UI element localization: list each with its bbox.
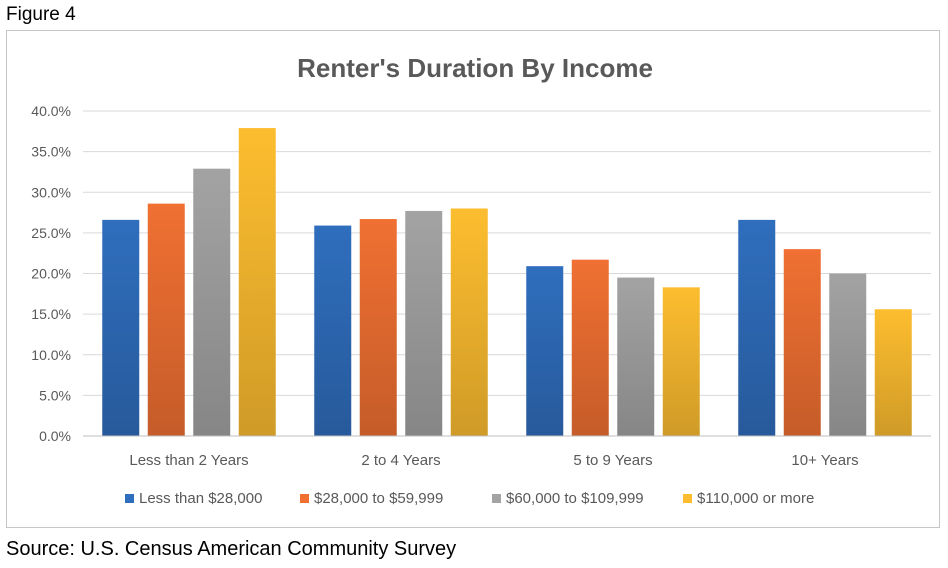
x-tick-label: 5 to 9 Years [573,452,652,469]
bars [102,128,912,436]
bar [571,259,609,436]
y-tick-label: 0.0% [39,428,71,444]
legend-label: Less than $28,000 [139,490,262,507]
x-tick-label: 10+ Years [791,452,858,469]
legend-swatch [492,494,501,503]
bar [314,225,352,436]
figure-label: Figure 4 [6,4,76,25]
y-tick-label: 25.0% [31,225,71,241]
bar [662,287,700,436]
y-tick-label: 15.0% [31,306,71,322]
y-tick-label: 30.0% [31,184,71,200]
bar [617,277,655,436]
legend-swatch [300,494,309,503]
x-axis: Less than 2 Years 2 to 4 Years 5 to 9 Year… [83,435,931,469]
bar [147,203,185,436]
bar [102,219,140,436]
y-tick-label: 20.0% [31,266,71,282]
bar [450,208,488,436]
y-tick-label: 35.0% [31,144,71,160]
source-note: Source: U.S. Census American Community S… [6,538,457,560]
legend-label: $110,000 or more [697,490,814,507]
y-tick-label: 5.0% [39,387,71,403]
legend-label: $60,000 to $109,999 [506,490,644,507]
legend: Less than $28,000 $28,000 to $59,999 $60,0… [125,490,814,507]
bar-chart: Renter's Duration By Income 0.0% 5.0% 10.0… [31,53,931,507]
y-tick-label: 10.0% [31,347,71,363]
bar [405,210,443,436]
legend-label: $28,000 to $59,999 [314,490,443,507]
bar [738,219,776,436]
chart-title: Renter's Duration By Income [297,53,653,83]
legend-swatch [125,494,134,503]
chart-frame: Renter's Duration By Income 0.0% 5.0% 10.0… [6,30,940,528]
y-axis-ticks: 0.0% 5.0% 10.0% 15.0% 20.0% 25.0% 30.0% 35.0% 40… [31,103,71,444]
legend-swatch [683,494,692,503]
bar [526,266,564,436]
bar [238,128,276,436]
x-tick-label: 2 to 4 Years [361,452,440,469]
bar [783,249,821,436]
bar [193,168,231,436]
bar [874,309,912,436]
x-tick-label: Less than 2 Years [129,452,248,469]
bar [359,219,397,436]
bar [829,273,867,436]
y-tick-label: 40.0% [31,103,71,119]
